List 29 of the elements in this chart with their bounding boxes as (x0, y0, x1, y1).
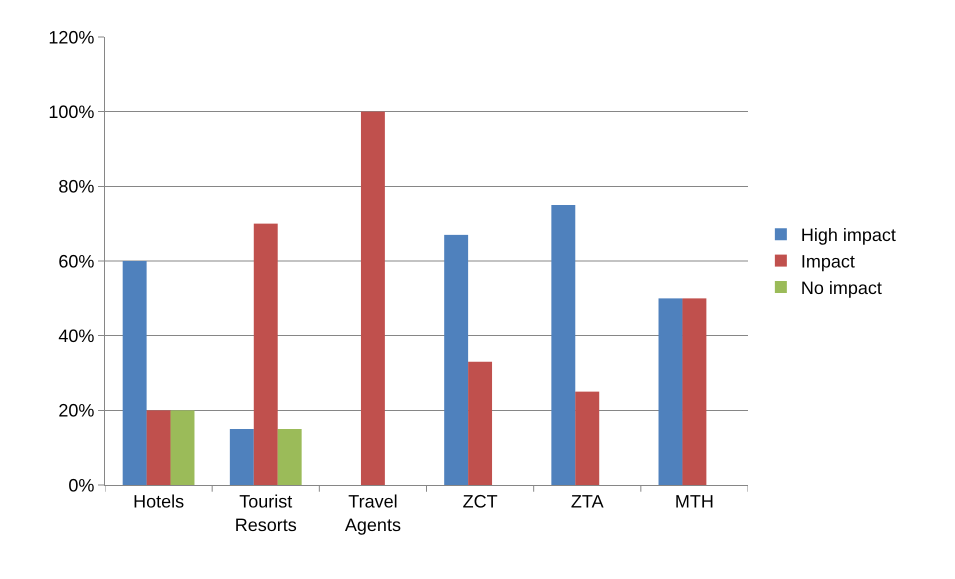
y-tick-label: 80% (58, 176, 94, 197)
bar (146, 410, 171, 485)
x-tick-label: Travel Agents (344, 492, 401, 535)
y-tick-label: 40% (58, 326, 94, 346)
x-tick-label: Tourist Resorts (234, 492, 297, 535)
bar (122, 261, 147, 485)
bar (575, 392, 600, 485)
x-tick-label: ZCT (462, 492, 498, 512)
bar (360, 112, 385, 485)
legend-label: High impact (800, 225, 896, 246)
legend-label: Impact (800, 252, 855, 272)
y-tick-label: 60% (58, 251, 94, 272)
bar (444, 234, 468, 485)
bar (658, 298, 682, 485)
x-tick-label: MTH (674, 492, 714, 512)
y-tick-label: 120% (48, 27, 94, 48)
bar (468, 362, 492, 485)
y-tick-label: 20% (58, 400, 94, 421)
legend-label: No impact (800, 278, 882, 298)
bar (551, 205, 576, 485)
y-tick-label: 100% (48, 102, 94, 122)
bar (170, 410, 194, 485)
y-tick-label: 0% (68, 475, 94, 496)
x-tick-label: Hotels (133, 492, 184, 512)
bar (278, 429, 302, 485)
bar (230, 429, 254, 485)
bar (254, 224, 278, 485)
x-tick-label: ZTA (570, 492, 604, 512)
bar (682, 298, 706, 485)
